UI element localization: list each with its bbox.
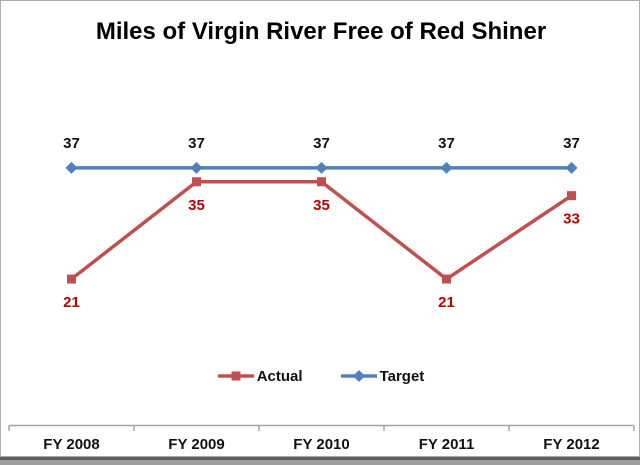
window-edge-shadow <box>0 460 640 465</box>
actual-point-marker <box>567 191 576 201</box>
legend-marker <box>231 371 241 381</box>
target-point-marker <box>565 161 578 174</box>
target-series-marker-icon <box>340 370 377 382</box>
target-data-label: 37 <box>563 135 580 152</box>
legend-item-target: Target <box>340 367 425 385</box>
actual-data-label: 21 <box>63 294 80 311</box>
target-point-marker <box>440 161 453 174</box>
actual-point-marker <box>192 177 201 187</box>
chart-title: Miles of Virgin River Free of Red Shiner <box>95 18 547 45</box>
x-axis-label: FY 2008 <box>43 436 99 453</box>
legend-item-actual: Actual <box>217 367 303 385</box>
window-edge-dark-line <box>0 457 640 460</box>
legend-label-actual: Actual <box>256 367 303 385</box>
legend-label-target: Target <box>379 367 425 385</box>
target-point-marker <box>65 161 78 174</box>
actual-data-label: 35 <box>313 197 330 214</box>
actual-point-marker <box>67 274 76 284</box>
target-point-marker <box>190 161 203 174</box>
x-axis-label: FY 2009 <box>168 436 224 453</box>
actual-data-label: 35 <box>188 197 205 214</box>
x-axis-label: FY 2012 <box>543 436 599 453</box>
target-data-label: 37 <box>188 135 205 152</box>
target-data-label: 37 <box>63 135 80 152</box>
target-data-label: 37 <box>438 135 455 152</box>
window-bottom-edge <box>0 457 640 465</box>
x-axis-label: FY 2010 <box>293 436 349 453</box>
actual-point-marker <box>317 177 326 187</box>
x-axis-label: FY 2011 <box>419 436 475 453</box>
legend: Actual Target <box>1 363 640 389</box>
actual-series-marker-icon <box>217 371 254 381</box>
plot-area: FY 2008 FY 2009 FY 2010 FY 2011 FY 2012 37 37 3… <box>8 135 635 453</box>
actual-data-label: 21 <box>438 294 455 311</box>
actual-data-label: 33 <box>563 211 580 228</box>
target-data-label: 37 <box>313 135 330 152</box>
actual-point-marker <box>442 274 451 284</box>
legend-marker <box>352 370 365 382</box>
target-point-marker <box>315 161 328 174</box>
